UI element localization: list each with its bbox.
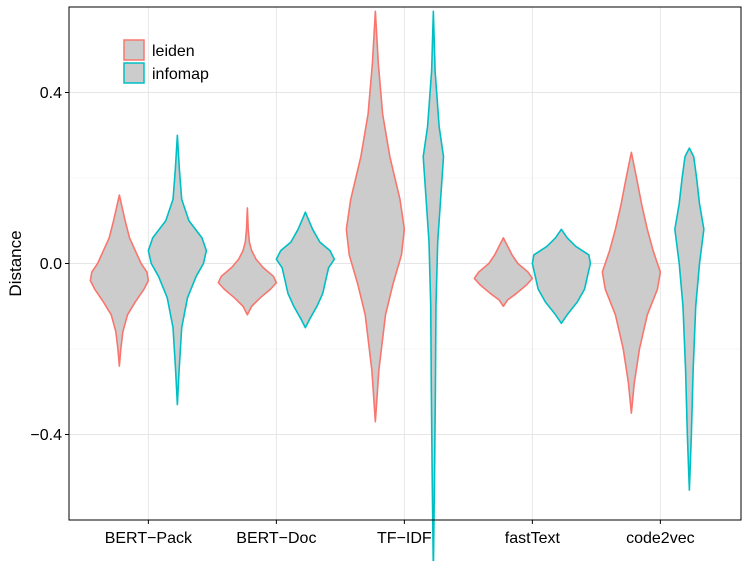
violin-leiden-4 <box>473 237 534 308</box>
violin-infomap-1 <box>147 134 208 406</box>
y-tick-label: 0.4 <box>40 85 62 102</box>
y-tick-label: 0.0 <box>40 256 62 273</box>
y-tick-label: −0.4 <box>30 427 62 444</box>
x-tick-label: code2vec <box>626 530 695 547</box>
x-tick-label: TF−IDF <box>377 530 432 547</box>
violin-infomap-2 <box>275 211 336 329</box>
legend-key-infomap <box>123 62 145 84</box>
violin-leiden-2 <box>217 207 278 316</box>
violin-leiden-1 <box>89 194 150 367</box>
violin-leiden-5 <box>601 151 662 414</box>
y-axis-title: Distance <box>6 230 25 296</box>
violin-layer <box>89 10 705 561</box>
legend-label-infomap: infomap <box>152 66 209 83</box>
legend-key-leiden <box>123 39 145 61</box>
legend: leiden infomap <box>123 39 209 84</box>
x-tick-label: BERT−Pack <box>105 530 193 547</box>
x-tick-label: fastText <box>505 530 561 547</box>
violin-infomap-4 <box>531 228 592 325</box>
legend-label-leiden: leiden <box>152 43 195 60</box>
violin-infomap-3 <box>422 10 445 561</box>
axes: −0.4 0.0 0.4 BERT−Pack BERT−Doc TF−IDF fastTex… <box>30 85 694 547</box>
x-tick-label: BERT−Doc <box>236 530 316 547</box>
violin-leiden-3 <box>345 10 406 423</box>
violin-infomap-5 <box>674 147 705 491</box>
